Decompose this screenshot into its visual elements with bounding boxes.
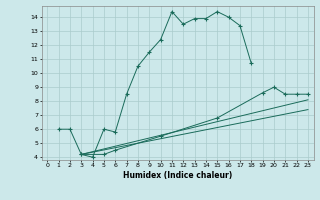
X-axis label: Humidex (Indice chaleur): Humidex (Indice chaleur) <box>123 171 232 180</box>
